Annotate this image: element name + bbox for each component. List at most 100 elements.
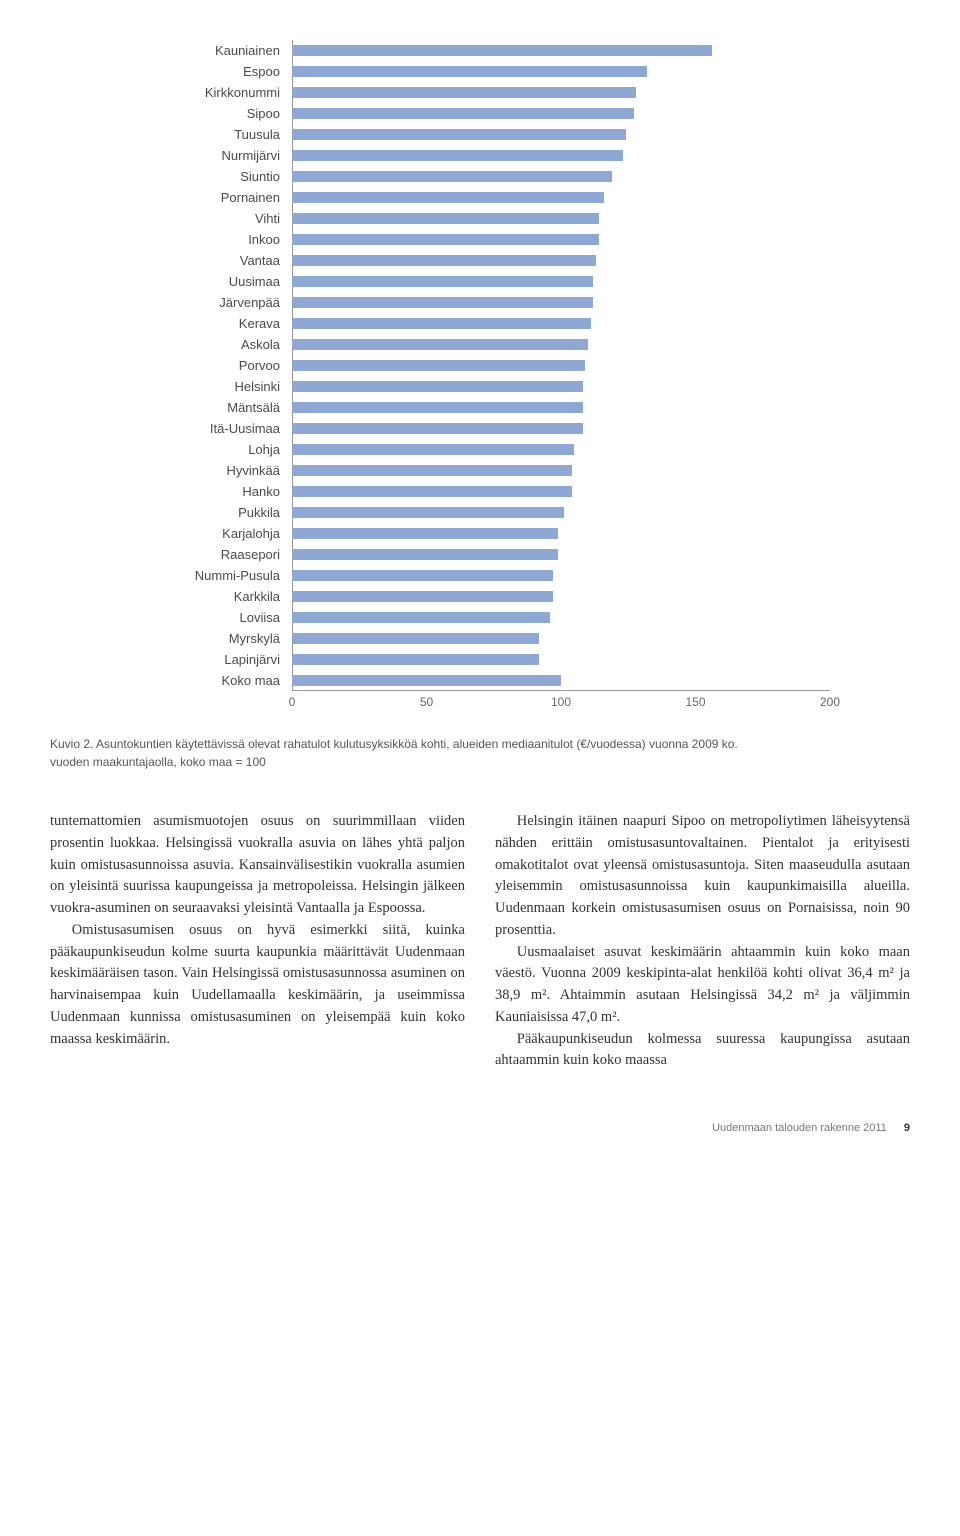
- bar: [292, 192, 604, 203]
- chart-row: Espoo: [130, 61, 830, 82]
- category-label: Nurmijärvi: [130, 148, 292, 163]
- body-paragraph: tuntemattomien asumismuotojen osuus on s…: [50, 811, 465, 920]
- chart-row: Koko maa: [130, 670, 830, 691]
- x-axis-ticks: 050100150200: [130, 695, 830, 715]
- bar: [292, 318, 591, 329]
- bar: [292, 234, 599, 245]
- bar: [292, 423, 583, 434]
- chart-row: Nurmijärvi: [130, 145, 830, 166]
- bar-track: [292, 334, 830, 355]
- bar: [292, 570, 553, 581]
- bar: [292, 66, 647, 77]
- category-label: Mäntsälä: [130, 400, 292, 415]
- chart-plot-area: KauniainenEspooKirkkonummiSipooTuusulaNu…: [130, 40, 830, 691]
- category-label: Pornainen: [130, 190, 292, 205]
- bar-track: [292, 271, 830, 292]
- category-label: Karjalohja: [130, 526, 292, 541]
- bar: [292, 171, 612, 182]
- bar-track: [292, 250, 830, 271]
- x-tick: 150: [685, 695, 705, 709]
- bar: [292, 360, 585, 371]
- chart-row: Nummi-Pusula: [130, 565, 830, 586]
- bar: [292, 612, 550, 623]
- bar: [292, 402, 583, 413]
- bar-track: [292, 418, 830, 439]
- category-label: Kauniainen: [130, 43, 292, 58]
- chart-row: Karjalohja: [130, 523, 830, 544]
- bar: [292, 528, 558, 539]
- chart-row: Tuusula: [130, 124, 830, 145]
- chart-row: Myrskylä: [130, 628, 830, 649]
- category-label: Lapinjärvi: [130, 652, 292, 667]
- chart-row: Askola: [130, 334, 830, 355]
- bar-track: [292, 565, 830, 586]
- chart-row: Inkoo: [130, 229, 830, 250]
- category-label: Järvenpää: [130, 295, 292, 310]
- chart-row: Vantaa: [130, 250, 830, 271]
- bar-track: [292, 187, 830, 208]
- category-label: Uusimaa: [130, 274, 292, 289]
- bar: [292, 255, 596, 266]
- body-paragraph: Pääkaupunkiseudun kolmessa suuressa kaup…: [495, 1029, 910, 1073]
- chart-row: Pukkila: [130, 502, 830, 523]
- page-number: 9: [904, 1122, 910, 1134]
- bar: [292, 339, 588, 350]
- x-tick: 200: [820, 695, 840, 709]
- bar-track: [292, 229, 830, 250]
- bar-track: [292, 397, 830, 418]
- bar: [292, 465, 572, 476]
- bar: [292, 213, 599, 224]
- x-tick: 50: [420, 695, 433, 709]
- x-tick: 100: [551, 695, 571, 709]
- chart-row: Karkkila: [130, 586, 830, 607]
- bar-track: [292, 460, 830, 481]
- category-label: Siuntio: [130, 169, 292, 184]
- bar-track: [292, 439, 830, 460]
- chart-row: Raasepori: [130, 544, 830, 565]
- chart-caption: Kuvio 2. Asuntokuntien käytettävissä ole…: [50, 735, 750, 771]
- bar: [292, 591, 553, 602]
- chart-row: Sipoo: [130, 103, 830, 124]
- bar-track: [292, 166, 830, 187]
- bar-track: [292, 502, 830, 523]
- body-paragraph: Omistusasumisen osuus on hyvä esimerkki …: [50, 920, 465, 1051]
- chart-row: Mäntsälä: [130, 397, 830, 418]
- income-index-chart: KauniainenEspooKirkkonummiSipooTuusulaNu…: [130, 40, 830, 715]
- bar-track: [292, 313, 830, 334]
- chart-row: Pornainen: [130, 187, 830, 208]
- page-footer: Uudenmaan talouden rakenne 2011 9: [50, 1122, 910, 1134]
- bar-track: [292, 292, 830, 313]
- bar: [292, 297, 593, 308]
- body-text: tuntemattomien asumismuotojen osuus on s…: [50, 811, 910, 1072]
- bar: [292, 129, 626, 140]
- chart-row: Lapinjärvi: [130, 649, 830, 670]
- category-label: Kerava: [130, 316, 292, 331]
- category-label: Loviisa: [130, 610, 292, 625]
- bar-track: [292, 670, 830, 691]
- bar: [292, 87, 636, 98]
- bar-track: [292, 586, 830, 607]
- chart-row: Loviisa: [130, 607, 830, 628]
- category-label: Hanko: [130, 484, 292, 499]
- chart-row: Siuntio: [130, 166, 830, 187]
- bar: [292, 276, 593, 287]
- chart-row: Vihti: [130, 208, 830, 229]
- category-label: Vantaa: [130, 253, 292, 268]
- chart-row: Hanko: [130, 481, 830, 502]
- bar-track: [292, 355, 830, 376]
- category-label: Porvoo: [130, 358, 292, 373]
- x-tick: 0: [289, 695, 296, 709]
- bar: [292, 549, 558, 560]
- bar-track: [292, 544, 830, 565]
- category-label: Sipoo: [130, 106, 292, 121]
- bar: [292, 675, 561, 686]
- category-label: Hyvinkää: [130, 463, 292, 478]
- x-axis: [292, 690, 830, 691]
- category-label: Itä-Uusimaa: [130, 421, 292, 436]
- category-label: Inkoo: [130, 232, 292, 247]
- category-label: Raasepori: [130, 547, 292, 562]
- bar: [292, 633, 539, 644]
- category-label: Nummi-Pusula: [130, 568, 292, 583]
- bar-track: [292, 649, 830, 670]
- bar-track: [292, 145, 830, 166]
